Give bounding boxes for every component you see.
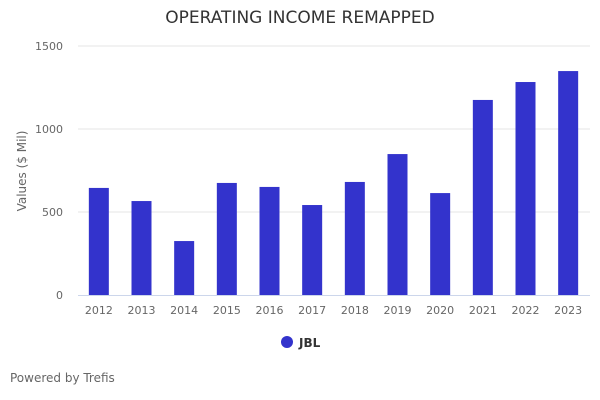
legend-label-jbl: JBL xyxy=(298,336,321,350)
bar-2013 xyxy=(131,201,152,295)
powered-by-footer: Powered by Trefis xyxy=(10,371,115,385)
y-tick-label: 500 xyxy=(42,206,63,219)
bar-2020 xyxy=(430,193,451,295)
y-axis-label: Values ($ Mil) xyxy=(15,131,29,212)
x-tick-label: 2020 xyxy=(426,304,454,317)
x-tick-label: 2012 xyxy=(85,304,113,317)
x-tick-label: 2013 xyxy=(128,304,156,317)
bar-2023 xyxy=(558,71,579,295)
bar-2012 xyxy=(88,187,109,295)
x-tick-label: 2016 xyxy=(256,304,284,317)
x-tick-label: 2014 xyxy=(170,304,198,317)
chart-title: OPERATING INCOME REMAPPED xyxy=(165,8,435,28)
y-tick-label: 1000 xyxy=(35,123,63,136)
bar-2015 xyxy=(216,182,237,295)
y-tick-label: 1500 xyxy=(35,40,63,53)
legend-marker-jbl xyxy=(281,336,293,348)
bar-2017 xyxy=(302,205,323,295)
x-tick-label: 2023 xyxy=(554,304,582,317)
x-tick-label: 2017 xyxy=(298,304,326,317)
bar-2022 xyxy=(515,82,536,295)
bar-2019 xyxy=(387,154,408,295)
y-tick-label: 0 xyxy=(56,289,63,302)
bar-2021 xyxy=(472,99,493,295)
x-tick-label: 2018 xyxy=(341,304,369,317)
bar-2018 xyxy=(344,181,365,295)
bar-2016 xyxy=(259,186,280,295)
x-tick-label: 2022 xyxy=(512,304,540,317)
x-tick-label: 2019 xyxy=(384,304,412,317)
bar-2014 xyxy=(174,241,195,295)
x-tick-label: 2015 xyxy=(213,304,241,317)
x-tick-label: 2021 xyxy=(469,304,497,317)
